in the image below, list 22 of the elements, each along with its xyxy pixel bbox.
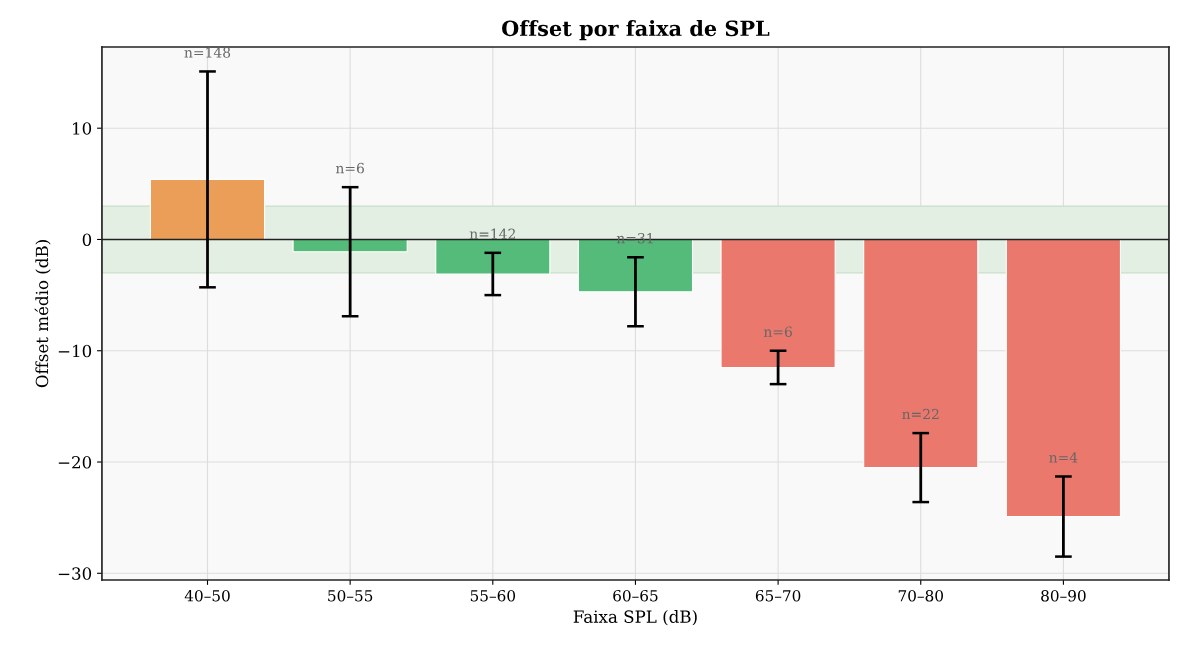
annotation: n=6 xyxy=(335,162,364,174)
y-tick-label: −20 xyxy=(58,455,92,469)
x-tick-label: 60–65 xyxy=(613,589,658,602)
x-tick-label: 55–60 xyxy=(470,589,516,602)
annotation: n=148 xyxy=(184,47,231,58)
x-axis-title: Faixa SPL (dB) xyxy=(573,610,697,626)
x-tick-label: 50–55 xyxy=(328,589,373,602)
chart-title: Offset por faixa de SPL xyxy=(502,20,770,41)
annotation: n=6 xyxy=(763,326,792,337)
annotation: n=142 xyxy=(469,228,515,239)
x-tick-label: 80–90 xyxy=(1041,589,1086,602)
annotation: n=4 xyxy=(1049,452,1078,463)
y-tick-label: 0 xyxy=(82,233,92,247)
x-tick-label: 65–70 xyxy=(755,589,801,602)
x-tick-label: 70–80 xyxy=(898,589,943,602)
y-tick-label: −30 xyxy=(58,567,92,580)
y-axis-title: Offset médio (dB) xyxy=(34,240,51,388)
y-tick-label: 10 xyxy=(73,122,92,135)
annotation: n=31 xyxy=(616,232,653,244)
x-tick-label: 40–50 xyxy=(184,589,230,602)
y-tick-label: −10 xyxy=(58,344,92,358)
annotation: n=22 xyxy=(902,408,939,420)
